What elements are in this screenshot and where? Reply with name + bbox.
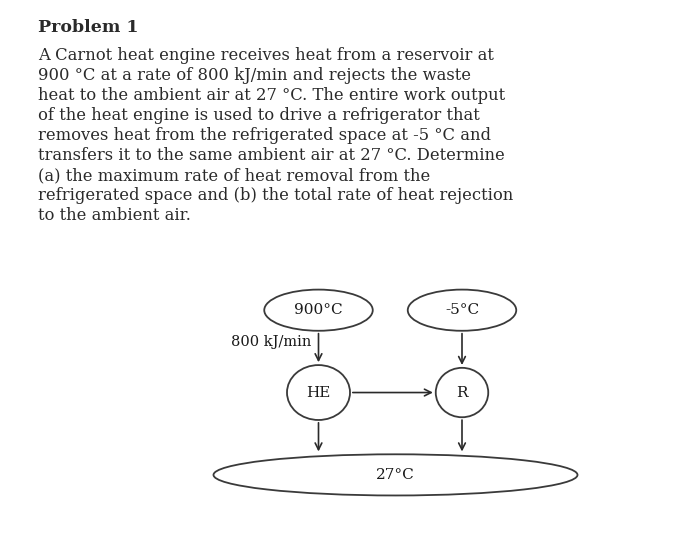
Text: A Carnot heat engine receives heat from a reservoir at: A Carnot heat engine receives heat from … [38,47,494,64]
Text: R: R [456,385,468,400]
Ellipse shape [214,455,578,495]
Ellipse shape [265,290,372,330]
Text: 900 °C at a rate of 800 kJ/min and rejects the waste: 900 °C at a rate of 800 kJ/min and rejec… [38,66,472,83]
Text: 800 kJ/min: 800 kJ/min [231,335,312,350]
Ellipse shape [435,368,489,417]
Text: transfers it to the same ambient air at 27 °C. Determine: transfers it to the same ambient air at … [38,147,505,164]
Text: removes heat from the refrigerated space at -5 °C and: removes heat from the refrigerated space… [38,127,491,144]
Text: heat to the ambient air at 27 °C. The entire work output: heat to the ambient air at 27 °C. The en… [38,87,505,104]
Text: refrigerated space and (b) the total rate of heat rejection: refrigerated space and (b) the total rat… [38,187,514,204]
Text: 900°C: 900°C [294,303,343,317]
Text: to the ambient air.: to the ambient air. [38,207,191,224]
Text: of the heat engine is used to drive a refrigerator that: of the heat engine is used to drive a re… [38,107,480,124]
Ellipse shape [407,290,517,330]
Text: Problem 1: Problem 1 [38,19,139,36]
Text: HE: HE [307,385,330,400]
Text: 27°C: 27°C [376,468,415,482]
Text: -5°C: -5°C [445,303,479,317]
Text: (a) the maximum rate of heat removal from the: (a) the maximum rate of heat removal fro… [38,167,430,184]
Ellipse shape [287,365,350,420]
